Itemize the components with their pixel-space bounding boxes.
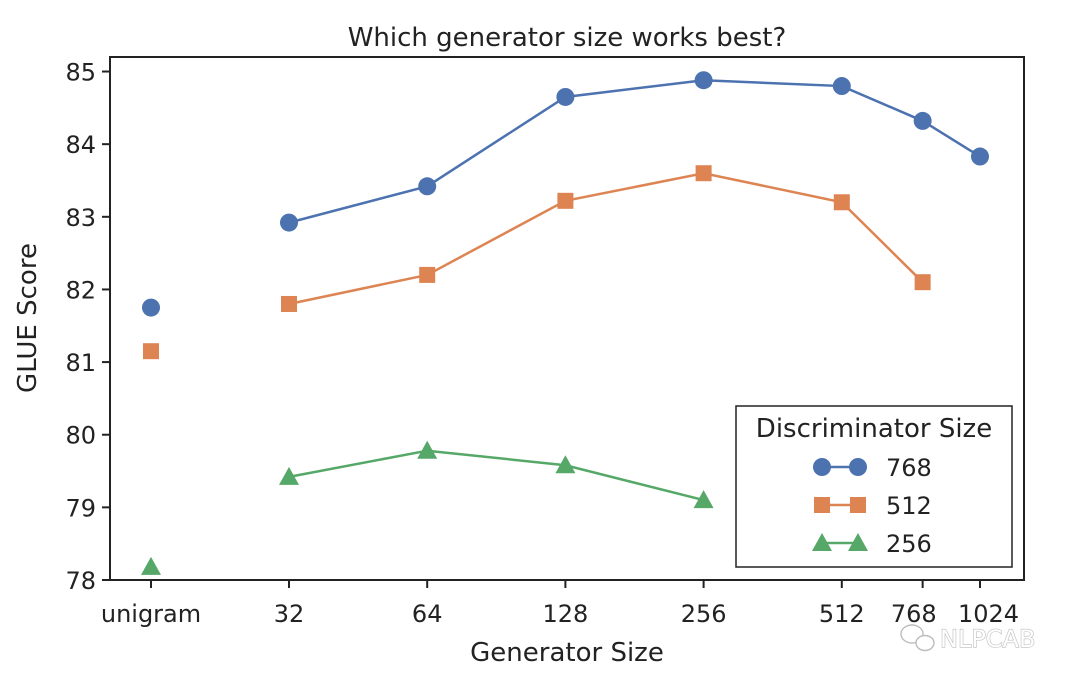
data-point bbox=[279, 466, 299, 485]
x-tick-label: unigram bbox=[101, 600, 201, 628]
data-point bbox=[280, 213, 298, 232]
y-tick-label: 80 bbox=[65, 422, 96, 450]
legend-item-768: 768 bbox=[813, 454, 932, 482]
data-point bbox=[695, 165, 712, 182]
data-point bbox=[281, 295, 297, 312]
data-point bbox=[141, 556, 161, 575]
x-tick-label: 256 bbox=[681, 600, 727, 628]
data-point bbox=[913, 111, 932, 130]
data-point bbox=[142, 298, 160, 317]
legend-marker bbox=[848, 533, 868, 551]
legend-item-256: 256 bbox=[812, 530, 932, 558]
data-point bbox=[693, 490, 714, 509]
x-tick-label: 1024 bbox=[958, 600, 1019, 628]
x-tick-label: 768 bbox=[891, 600, 937, 628]
y-tick-label: 79 bbox=[65, 494, 96, 522]
legend-title: Discriminator Size bbox=[756, 414, 992, 444]
series-256 bbox=[141, 440, 714, 575]
legend-label: 512 bbox=[886, 492, 932, 520]
legend-marker bbox=[812, 533, 832, 551]
series-512 bbox=[143, 165, 931, 360]
legend-box bbox=[735, 405, 1013, 568]
data-point bbox=[557, 192, 574, 209]
legend-item-512: 512 bbox=[814, 492, 932, 520]
y-tick-label: 81 bbox=[65, 349, 96, 377]
data-point bbox=[971, 147, 989, 166]
legend-label: 768 bbox=[886, 454, 932, 482]
chart-title: Which generator size works best? bbox=[348, 23, 787, 53]
legend-label: 256 bbox=[886, 530, 932, 558]
watermark: NLPCAB bbox=[900, 624, 1036, 654]
y-tick-label: 84 bbox=[65, 131, 96, 159]
x-axis: unigram 32 64 128 256 512 768 1024 bbox=[101, 580, 1019, 628]
data-point bbox=[914, 274, 931, 291]
legend-marker bbox=[850, 497, 866, 513]
x-tick-label: 512 bbox=[819, 600, 865, 628]
legend: Discriminator Size 768 512 256 bbox=[735, 405, 1013, 568]
data-point bbox=[832, 77, 851, 96]
x-tick-label: 128 bbox=[542, 600, 588, 628]
series-line-512 bbox=[288, 171, 924, 306]
legend-marker bbox=[813, 458, 831, 476]
series-768 bbox=[142, 71, 989, 317]
data-point bbox=[143, 343, 159, 360]
y-tick-label: 82 bbox=[65, 276, 96, 304]
data-point bbox=[418, 177, 437, 196]
legend-marker bbox=[849, 458, 867, 476]
y-tick-label: 83 bbox=[65, 204, 96, 232]
series-line-768 bbox=[288, 78, 981, 224]
wechat-icon bbox=[900, 624, 935, 652]
data-point bbox=[417, 440, 438, 459]
data-point bbox=[556, 87, 575, 106]
legend-items: 768 512 256 bbox=[812, 454, 932, 558]
plot-frame bbox=[109, 56, 1025, 581]
data-point bbox=[833, 194, 850, 211]
data-point bbox=[419, 266, 436, 283]
watermark-text: NLPCAB bbox=[940, 625, 1035, 653]
plot-series bbox=[141, 71, 989, 575]
legend-marker bbox=[814, 497, 830, 513]
x-axis-label: Generator Size bbox=[470, 638, 664, 668]
y-tick-label: 78 bbox=[65, 567, 96, 595]
y-axis-label: GLUE Score bbox=[13, 243, 43, 393]
x-tick-label: 64 bbox=[412, 600, 443, 628]
y-axis: 78 79 80 81 82 83 84 85 bbox=[65, 59, 110, 595]
y-tick-label: 85 bbox=[65, 59, 96, 87]
series-line-256 bbox=[288, 449, 704, 502]
x-tick-label: 32 bbox=[274, 600, 305, 628]
data-point bbox=[694, 71, 713, 90]
data-point bbox=[555, 455, 576, 474]
